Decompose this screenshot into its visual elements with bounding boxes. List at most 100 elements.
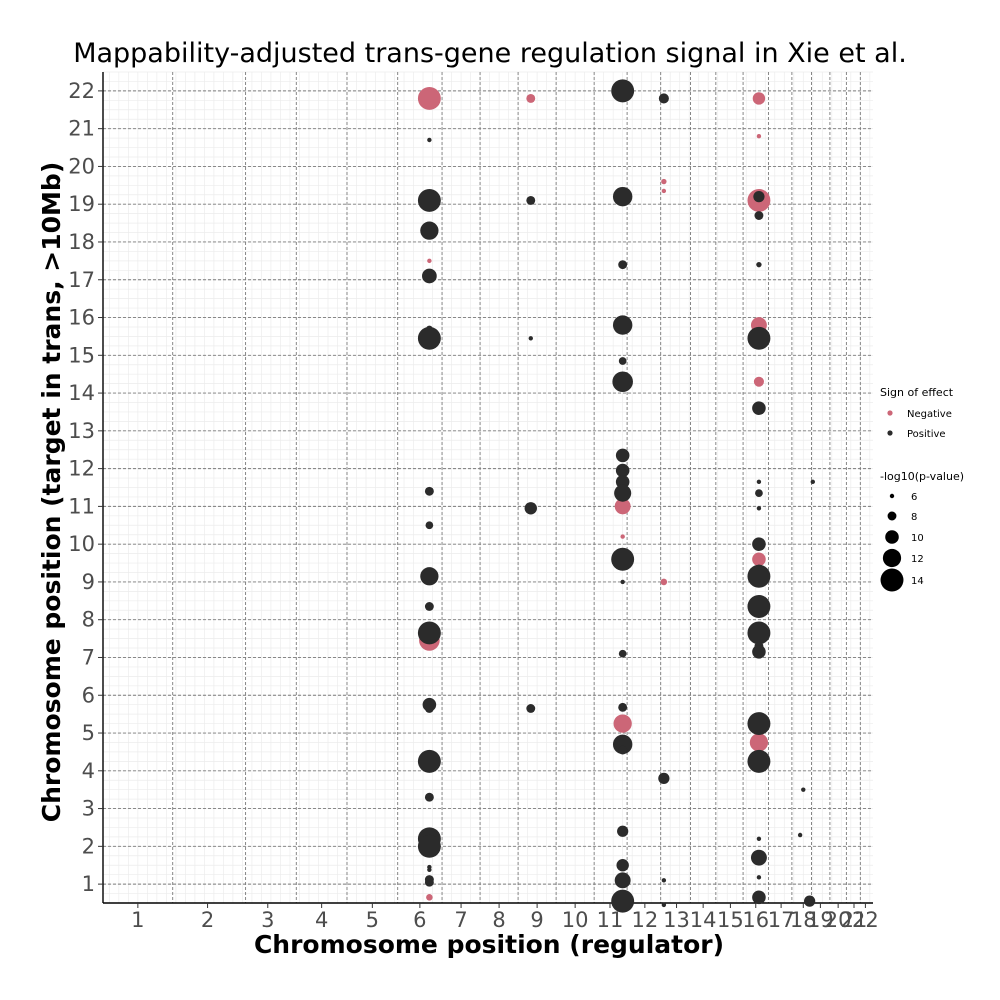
legend-size-key (889, 493, 895, 499)
y-tick-label: 16 (68, 306, 95, 330)
y-axis-title: Chromosome position (target in trans, >1… (37, 162, 66, 822)
y-tick-label: 18 (68, 230, 95, 254)
positive-point (752, 645, 766, 659)
chart-title: Mappability-adjusted trans-gene regulati… (73, 38, 907, 69)
x-tick-label: 10 (562, 908, 589, 932)
legend-color-label: Positive (907, 429, 946, 440)
legend-size-label: 8 (911, 512, 917, 523)
negative-point (661, 188, 667, 194)
negative-point (756, 134, 762, 139)
negative-point (417, 86, 441, 110)
x-axis-title: Chromosome position (regulator) (254, 930, 724, 959)
positive-point (424, 704, 434, 713)
x-tick-label: 22 (852, 908, 879, 932)
positive-point (752, 401, 766, 415)
positive-point (756, 875, 762, 880)
positive-point (425, 521, 434, 530)
y-tick-label: 13 (68, 419, 95, 443)
legend-size-key (887, 511, 897, 521)
positive-point (611, 79, 635, 103)
positive-point (755, 489, 763, 498)
x-tick-label: 6 (413, 908, 426, 932)
y-tick-label: 4 (82, 759, 95, 783)
negative-point (620, 534, 625, 539)
negative-point (613, 714, 632, 733)
negative-point (753, 376, 764, 387)
positive-point (615, 463, 630, 478)
y-tick-label: 5 (82, 721, 95, 745)
positive-point (618, 745, 628, 755)
y-tick-label: 6 (82, 683, 95, 707)
positive-point (747, 712, 771, 736)
negative-point (660, 578, 668, 586)
positive-point (658, 93, 669, 104)
positive-point (747, 564, 771, 588)
positive-point (810, 479, 815, 485)
x-tick-label: 16 (742, 908, 769, 932)
y-tick-label: 15 (68, 343, 95, 367)
legend: Sign of effect Negative Positive -log10(p-v… (880, 386, 964, 592)
legend-size-label: 10 (911, 533, 924, 544)
positive-point (524, 502, 537, 515)
positive-point (616, 859, 629, 872)
x-tick-label: 4 (315, 908, 328, 932)
negative-point (749, 733, 769, 752)
negative-point (752, 552, 766, 567)
legend-size-key (885, 530, 899, 544)
x-tick-label: 8 (492, 908, 505, 932)
positive-point (753, 191, 765, 203)
negative-point (661, 178, 667, 185)
legend-color-label: Negative (907, 409, 952, 420)
positive-point (427, 867, 432, 872)
x-tick-label: 14 (690, 908, 717, 932)
positive-point (422, 268, 437, 284)
positive-point (614, 484, 632, 502)
legend-size-title: -log10(p-value) (880, 470, 964, 483)
positive-point (615, 448, 630, 463)
y-tick-label: 2 (82, 834, 95, 858)
y-tick-label: 9 (82, 570, 95, 594)
positive-point (747, 326, 771, 350)
y-tick-label: 1 (82, 872, 95, 896)
positive-point (618, 260, 628, 270)
positive-point (752, 537, 766, 551)
x-tick-label: 1 (131, 908, 144, 932)
positive-point (612, 734, 633, 755)
positive-point (756, 479, 762, 485)
positive-point (804, 895, 816, 907)
y-tick-label: 19 (68, 192, 95, 216)
legend-size-key (882, 548, 902, 568)
positive-point (614, 872, 631, 889)
positive-point (618, 649, 627, 658)
y-tick-label: 21 (68, 117, 95, 141)
positive-point (747, 595, 771, 618)
positive-point (618, 702, 628, 712)
positive-point (424, 602, 434, 611)
x-tick-label: 3 (261, 908, 274, 932)
positive-point (618, 357, 627, 365)
y-tick-label: 3 (82, 797, 95, 821)
y-tick-label: 12 (68, 457, 95, 481)
negative-point (426, 894, 433, 901)
x-tick-label: 13 (663, 908, 690, 932)
legend-size-label: 14 (911, 576, 924, 587)
positive-point (611, 889, 635, 913)
legend-size-label: 12 (911, 554, 924, 565)
y-tick-label: 11 (68, 494, 95, 518)
x-tick-label: 17 (768, 908, 795, 932)
negative-point (614, 498, 631, 515)
positive-point (528, 336, 533, 341)
positive-point (658, 772, 670, 784)
positive-point (611, 547, 635, 571)
positive-point (801, 787, 806, 792)
positive-point (752, 890, 766, 905)
legend-color-title: Sign of effect (880, 386, 954, 399)
negative-point (427, 258, 432, 264)
positive-point (417, 749, 441, 773)
positive-point (420, 567, 439, 586)
positive-point (417, 834, 441, 858)
positive-point (747, 749, 771, 773)
legend-size-key (880, 568, 904, 592)
y-tick-label: 7 (82, 645, 95, 669)
